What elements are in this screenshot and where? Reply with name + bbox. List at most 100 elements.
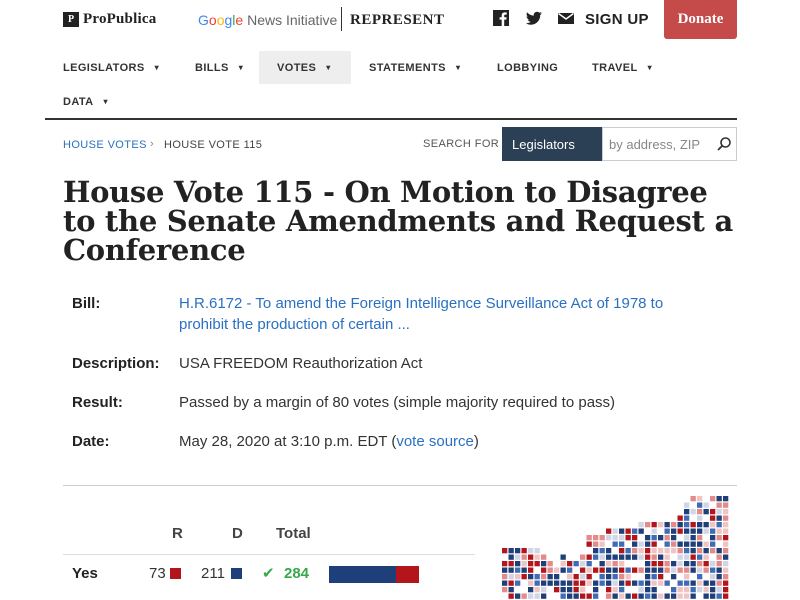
map-seat (638, 580, 644, 586)
map-seat (703, 554, 709, 560)
map-seat (547, 574, 553, 580)
map-seat (658, 548, 664, 554)
map-seat (534, 593, 540, 599)
map-seat (515, 580, 521, 586)
map-seat (710, 496, 716, 502)
map-seat (703, 548, 709, 554)
map-seat (671, 528, 677, 534)
map-seat (684, 522, 690, 528)
map-seat (638, 528, 644, 534)
map-seat (703, 502, 709, 508)
search-input[interactable] (602, 127, 737, 161)
map-seat (638, 522, 644, 528)
map-seat (502, 580, 508, 586)
map-seat (710, 528, 716, 534)
map-seat (645, 535, 651, 541)
map-seat (586, 561, 592, 567)
nav-votes[interactable]: VOTES ▾ (259, 51, 351, 84)
map-seat (690, 561, 696, 567)
map-seat (567, 593, 573, 599)
page-title: House Vote 115 - On Motion to Disagree t… (63, 175, 733, 267)
mail-icon[interactable] (557, 9, 575, 27)
map-seat (547, 567, 553, 573)
google-news-initiative-logo[interactable]: Google News Initiative (198, 12, 338, 28)
facebook-icon[interactable] (492, 9, 510, 27)
map-seat (716, 580, 722, 586)
map-seat (586, 541, 592, 547)
map-seat (710, 567, 716, 573)
nav-data[interactable]: DATA ▾ (63, 85, 108, 118)
nav-lobbying[interactable]: LOBBYING (497, 51, 558, 84)
map-seat (690, 593, 696, 599)
map-seat (671, 587, 677, 593)
map-seat (677, 567, 683, 573)
map-seat (645, 574, 651, 580)
map-seat (651, 580, 657, 586)
sign-up-link[interactable]: SIGN UP (585, 11, 649, 28)
map-seat (573, 574, 579, 580)
header-divider (341, 7, 342, 31)
map-seat (528, 548, 534, 554)
republican-square-icon (170, 568, 181, 579)
map-seat (723, 587, 729, 593)
map-seat (645, 548, 651, 554)
map-seat (690, 528, 696, 534)
map-seat (645, 522, 651, 528)
map-seat (651, 574, 657, 580)
map-seat (710, 587, 716, 593)
represent-logo[interactable]: REPRESENT (350, 12, 445, 28)
breadcrumb-separator-icon: › (150, 138, 155, 150)
map-seat (677, 580, 683, 586)
map-seat (534, 574, 540, 580)
map-seat (528, 574, 534, 580)
map-seat (716, 515, 722, 521)
bill-link[interactable]: H.R.6172 - To amend the Foreign Intellig… (179, 295, 664, 333)
breadcrumb-house-votes[interactable]: HOUSE VOTES (63, 139, 147, 151)
map-seat (515, 561, 521, 567)
map-seat (710, 574, 716, 580)
map-seat (716, 554, 722, 560)
map-seat (580, 587, 586, 593)
map-seat (684, 561, 690, 567)
map-seat (606, 548, 612, 554)
map-seat (716, 522, 722, 528)
map-seat (567, 567, 573, 573)
map-seat (541, 587, 547, 593)
map-seat (710, 522, 716, 528)
map-seat (703, 509, 709, 515)
map-seat (723, 580, 729, 586)
nav-legislators[interactable]: LEGISLATORS ▾ (63, 51, 159, 84)
twitter-icon[interactable] (525, 9, 543, 27)
map-seat (619, 548, 625, 554)
map-seat (625, 593, 631, 599)
propublica-logo[interactable]: P ProPublica (63, 11, 156, 28)
map-seat (677, 515, 683, 521)
map-seat (593, 580, 599, 586)
nav-statements[interactable]: STATEMENTS ▾ (369, 51, 460, 84)
map-seat (697, 509, 703, 515)
table-header-divider (63, 554, 475, 555)
nav-divider (45, 118, 737, 120)
map-seat (710, 580, 716, 586)
donate-button[interactable]: Donate (664, 0, 737, 39)
map-seat (671, 535, 677, 541)
map-seat (645, 567, 651, 573)
map-seat (723, 528, 729, 534)
search-type-select[interactable]: Legislators (502, 127, 602, 161)
vote-source-link[interactable]: vote source (396, 433, 474, 450)
map-seat (632, 535, 638, 541)
map-seat (697, 522, 703, 528)
date-value: May 28, 2020 at 3:10 p.m. EDT (vote sour… (179, 431, 699, 452)
nav-bills[interactable]: BILLS ▾ (195, 51, 243, 84)
map-seat (560, 561, 566, 567)
map-seat (612, 567, 618, 573)
map-seat (619, 554, 625, 560)
nav-travel[interactable]: TRAVEL ▾ (592, 51, 652, 84)
map-seat (580, 567, 586, 573)
map-seat (612, 528, 618, 534)
map-seat (528, 580, 534, 586)
map-seat (651, 541, 657, 547)
map-seat (651, 567, 657, 573)
map-seat (606, 574, 612, 580)
search-icon[interactable] (716, 136, 732, 152)
